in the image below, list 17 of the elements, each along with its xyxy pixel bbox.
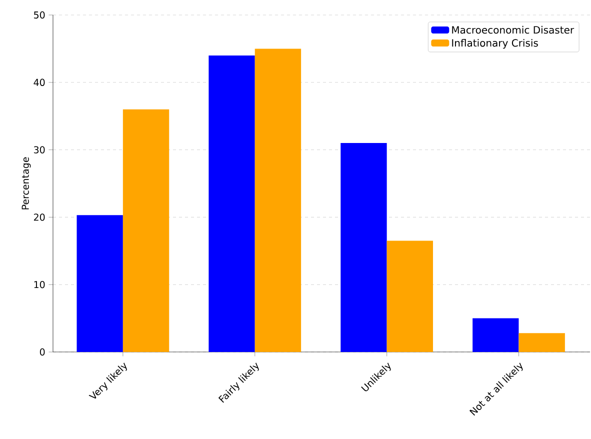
bar [208, 55, 255, 352]
bar [340, 143, 387, 352]
legend-label: Inflationary Crisis [452, 38, 538, 49]
y-tick-label: 50 [34, 11, 45, 19]
bar [472, 318, 519, 352]
y-tick-label: 20 [34, 214, 45, 221]
bar [518, 333, 565, 352]
y-tick-label: 10 [34, 281, 45, 288]
bar [386, 240, 433, 352]
y-tick-label: 0 [40, 348, 45, 356]
legend-label: Macroeconomic Disaster [452, 26, 574, 34]
y-tick-label: 30 [34, 146, 45, 154]
bar [122, 109, 170, 352]
bar [76, 215, 123, 352]
y-tick-label: 40 [34, 78, 45, 86]
bar [254, 48, 302, 352]
y-axis-title: Percentage [22, 157, 31, 210]
